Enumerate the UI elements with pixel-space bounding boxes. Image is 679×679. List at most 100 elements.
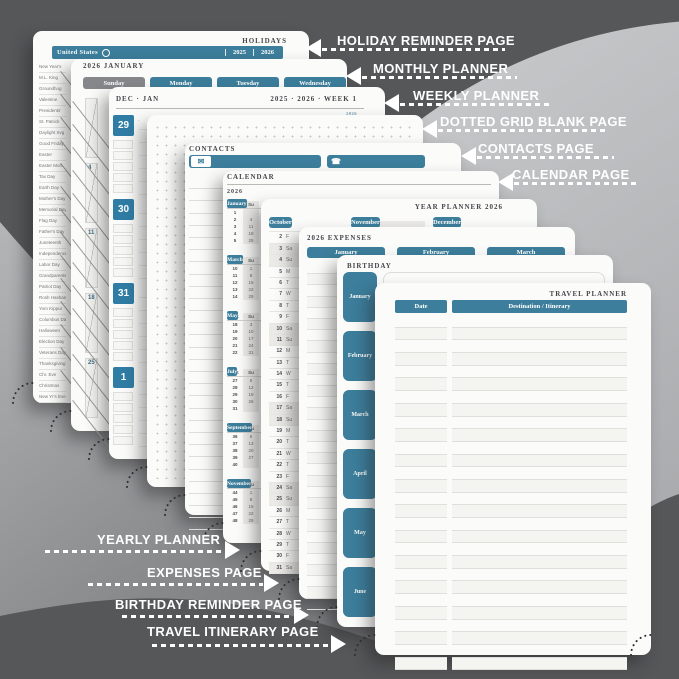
calendar-cell: 15 [243,279,259,286]
year-day-number: 20 [276,439,282,446]
expenses-month-march: March [487,247,565,258]
weekly-mini-row [113,173,133,182]
calendar-month-bar: November [227,479,252,488]
travel-row-date [395,556,447,569]
travel-row-date [395,479,447,493]
travel-row-date [395,366,447,379]
travel-row-destination [452,417,627,430]
calendar-cell: 12 [232,280,238,285]
travel-row-date [395,645,447,658]
travel-row-date [395,518,447,531]
holiday-row: New Year's [39,62,66,73]
year-month-bar: October [269,217,292,228]
year-day-number: 17 [276,405,282,412]
travel-row-date [395,340,447,354]
year-day-letter: Su [286,257,293,264]
calendar-week-row: 37 13 [227,440,355,447]
calendar-cell: 19 [243,391,259,398]
year-day-number: 18 [276,416,282,423]
callout-label: YEARLY PLANNER [97,532,221,547]
holiday-row: Yom Kippur [39,304,66,315]
calendar-cell: 48 [232,518,238,523]
travel-row-date [395,620,447,633]
calendar-week-row: 20 17 [227,335,355,342]
weekly-mini-row [113,268,133,277]
year-day-letter: F [286,553,290,560]
calendar-title: CALENDAR [227,173,275,181]
travel-row-date [395,315,447,328]
year-day-number: 31 [276,564,282,571]
travel-rows-destination [452,315,627,671]
year-day-letter: T [286,302,290,309]
travel-row-date [395,353,447,366]
year-day-letter: W [286,450,291,457]
year-day-number: 14 [276,371,282,378]
callout-yearly-planner: YEARLY PLANNER [97,532,220,547]
calendar-week-row: 40 [227,461,355,468]
year-day-letter: T [286,359,290,366]
year-day-letter: T [286,462,290,469]
callout-arrow-left-icon [306,39,321,57]
weekly-mini-row [113,403,133,412]
calendar-cell: 31 [232,406,238,411]
year-day-number: 21 [276,450,282,457]
calendar-cell: 3 [243,321,259,328]
travel-row-destination [452,403,627,417]
holiday-row: Good Friday [39,139,66,150]
year-tabs: 2025 2026 [225,46,281,59]
callout-dash [322,48,505,51]
year-day-letter: M [286,268,291,275]
travel-row-date [395,530,447,544]
travel-row-destination [452,479,627,493]
callout-dash [88,583,263,586]
holiday-row: New Yr's Eve [39,392,66,403]
day-header-wednesday: Wednesday [284,77,346,89]
year-day-letter: W [286,371,291,378]
year-day-number: 13 [276,359,282,366]
year-day-letter: Sa [286,564,293,571]
travel-row-destination [452,378,627,392]
travel-row-date [395,327,447,341]
year-planner-title: YEAR PLANNER 2026 [414,203,503,211]
year-day-number: 5 [279,268,282,275]
holiday-row: Memorial Day [39,205,66,216]
calendar-cell: 2 [233,217,237,222]
callout-dash [477,156,614,159]
year-day-number: 2 [279,234,282,241]
weekly-mini-row [113,308,133,317]
holiday-row: Christmas [39,381,66,392]
travel-row-destination [452,581,627,595]
year-day-letter: T [286,519,290,526]
weekly-day-number: 29 [113,115,134,136]
calendar-cell [243,209,259,216]
holiday-row: Daylight Svg [39,128,66,139]
travel-row-destination [452,353,627,366]
travel-col-date: Date [395,300,447,313]
callout-arrow-right-icon [264,574,279,592]
year-day-letter: T [286,382,290,389]
contacts-title: CONTACTS [189,145,236,153]
calendar-week-row: 47 22 [227,510,355,517]
callout-arrow-left-icon [422,120,437,138]
travel-row-date [395,391,447,404]
callout-expenses-page: EXPENSES PAGE [147,565,262,580]
year-day-number: 15 [276,382,282,389]
holiday-row: Presidents' [39,106,66,117]
year-day-number: 23 [276,473,282,480]
callout-label: HOLIDAY REMINDER PAGE [337,33,515,48]
country-bar: United States 2025 2026 [52,46,283,59]
callout-contacts-page: CONTACTS PAGE [478,141,594,156]
calendar-week-row: 30 26 [227,398,355,405]
calendar-cell: 37 [232,441,238,446]
callout-calendar-page: CALENDAR PAGE [512,167,630,182]
travel-row-date [395,403,447,417]
calendar-week-row: 5 25 [227,237,355,244]
calendar-cell: 20 [243,447,259,454]
travel-row-date [395,493,447,506]
calendar-cell: 20 [232,336,238,341]
envelope-icon: ✉ [191,156,211,167]
calendar-cell: 13 [243,440,259,447]
travel-rows-date [395,315,447,671]
calendar-cell: 40 [232,462,238,467]
